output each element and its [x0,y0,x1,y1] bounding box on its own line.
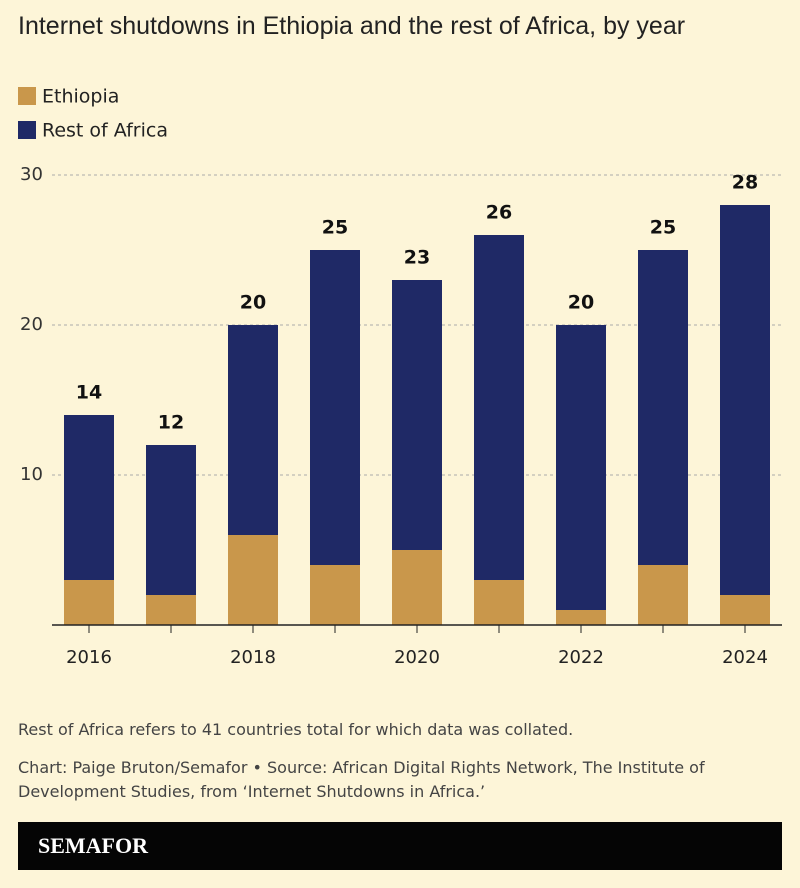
brand-name: SEMAFOR [38,833,148,858]
chart-source: Chart: Paige Bruton/Semafor • Source: Af… [18,758,705,801]
bar-segment [392,280,442,550]
bar-segment [720,205,770,595]
total-label: 23 [404,247,430,269]
y-tick-label: 10 [20,464,43,485]
total-label: 14 [76,382,102,404]
total-label: 26 [486,202,512,224]
bar-segment [638,565,688,625]
total-label: 25 [322,217,348,239]
bar-segment [474,580,524,625]
legend-label: Rest of Africa [42,120,168,142]
bar-segment [392,550,442,625]
bar-segment [64,580,114,625]
x-tick-label: 2022 [558,647,604,668]
bar-segment [310,565,360,625]
x-tick-label: 2020 [394,647,440,668]
legend-swatch [18,121,36,139]
bar-segment [638,250,688,565]
x-tick-label: 2018 [230,647,276,668]
total-label: 28 [732,172,758,194]
x-tick-label: 2016 [66,647,112,668]
legend-swatch [18,87,36,105]
total-label: 12 [158,412,184,434]
bar-segment [228,535,278,625]
bar-segment [556,325,606,610]
brand-bar: SEMAFOR [18,822,782,870]
total-label: 25 [650,217,676,239]
bar-segment [64,415,114,580]
chart-note: Rest of Africa refers to 41 countries to… [18,720,574,739]
bar-segment [556,610,606,625]
bar-segment [720,595,770,625]
y-tick-label: 20 [20,314,43,335]
y-tick-label: 30 [20,164,43,185]
bar-segment [228,325,278,535]
total-label: 20 [568,292,594,314]
x-tick-label: 2024 [722,647,768,668]
chart-title: Internet shutdowns in Ethiopia and the r… [18,12,686,40]
bar-segment [310,250,360,565]
legend-label: Ethiopia [42,86,119,108]
bar-segment [474,235,524,580]
bar-segment [146,445,196,595]
bar-segment [146,595,196,625]
total-label: 20 [240,292,266,314]
